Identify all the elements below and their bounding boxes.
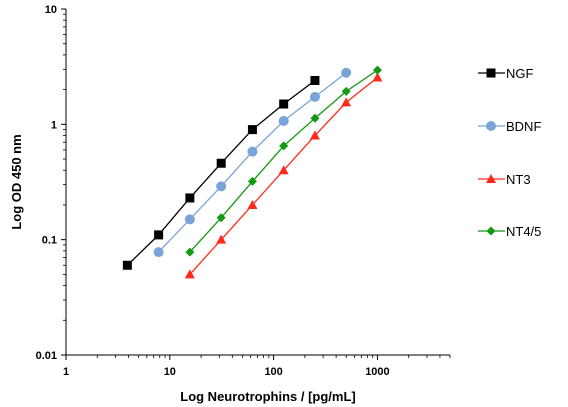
data-point-square — [216, 158, 226, 168]
data-point-diamond — [310, 113, 320, 123]
data-point-triangle — [372, 72, 383, 82]
series-nt3 — [184, 72, 383, 279]
data-point-square — [486, 68, 496, 78]
y-axis-title: Log OD 450 nm — [9, 134, 24, 229]
data-point-diamond — [216, 213, 226, 223]
data-point-diamond — [372, 65, 382, 75]
legend-label: NT3 — [506, 172, 531, 187]
x-axis-title: Log Neurotrophins / [pg/mL] — [180, 389, 355, 404]
data-point-triangle — [486, 174, 496, 183]
data-point-triangle — [247, 199, 258, 209]
data-point-square — [247, 125, 257, 135]
data-point-circle — [247, 146, 258, 157]
data-point-triangle — [184, 269, 195, 279]
legend-item: NT4/5 — [478, 224, 541, 239]
legend-item: BDNF — [478, 119, 541, 134]
data-point-circle — [184, 214, 195, 225]
data-point-square — [310, 75, 320, 85]
data-point-triangle — [341, 97, 352, 107]
legend-item: NGF — [478, 66, 534, 81]
data-point-circle — [153, 247, 164, 258]
x-tick-label: 100 — [264, 366, 282, 378]
x-tick-label: 1 — [63, 366, 69, 378]
legend-item: NT3 — [478, 172, 531, 187]
x-tick-label: 1000 — [365, 366, 389, 378]
data-point-circle — [216, 181, 227, 192]
data-point-square — [185, 193, 195, 203]
y-tick-label: 1 — [51, 119, 57, 131]
x-tick-label: 10 — [164, 366, 176, 378]
y-tick-label: 10 — [45, 4, 57, 16]
data-point-square — [154, 230, 164, 240]
data-point-triangle — [216, 234, 227, 244]
data-point-diamond — [486, 226, 496, 236]
y-tick-label: 0.01 — [36, 350, 57, 362]
y-tick-label: 0.1 — [42, 235, 57, 247]
data-point-circle — [341, 67, 352, 78]
series-ngf — [122, 75, 320, 270]
chart-legend: NGF BDNF NT3 NT4/5 — [478, 66, 541, 239]
legend-label: NGF — [506, 66, 534, 81]
data-point-circle — [486, 121, 496, 131]
chart-axes: 0.01 0.1 1 10 1 10 100 1000 — [36, 4, 451, 378]
data-point-triangle — [278, 165, 289, 175]
data-point-circle — [309, 91, 320, 102]
data-point-triangle — [309, 130, 320, 140]
series-nt4-5 — [185, 65, 382, 257]
data-point-diamond — [247, 176, 257, 186]
data-point-diamond — [279, 141, 289, 151]
data-point-square — [279, 99, 289, 109]
series-bdnf — [153, 67, 352, 258]
chart-series-layer — [122, 65, 383, 279]
legend-label: BDNF — [506, 119, 541, 134]
data-point-diamond — [341, 86, 351, 96]
data-point-diamond — [185, 247, 195, 257]
legend-label: NT4/5 — [506, 224, 541, 239]
data-point-square — [122, 260, 132, 270]
data-point-circle — [278, 115, 289, 126]
